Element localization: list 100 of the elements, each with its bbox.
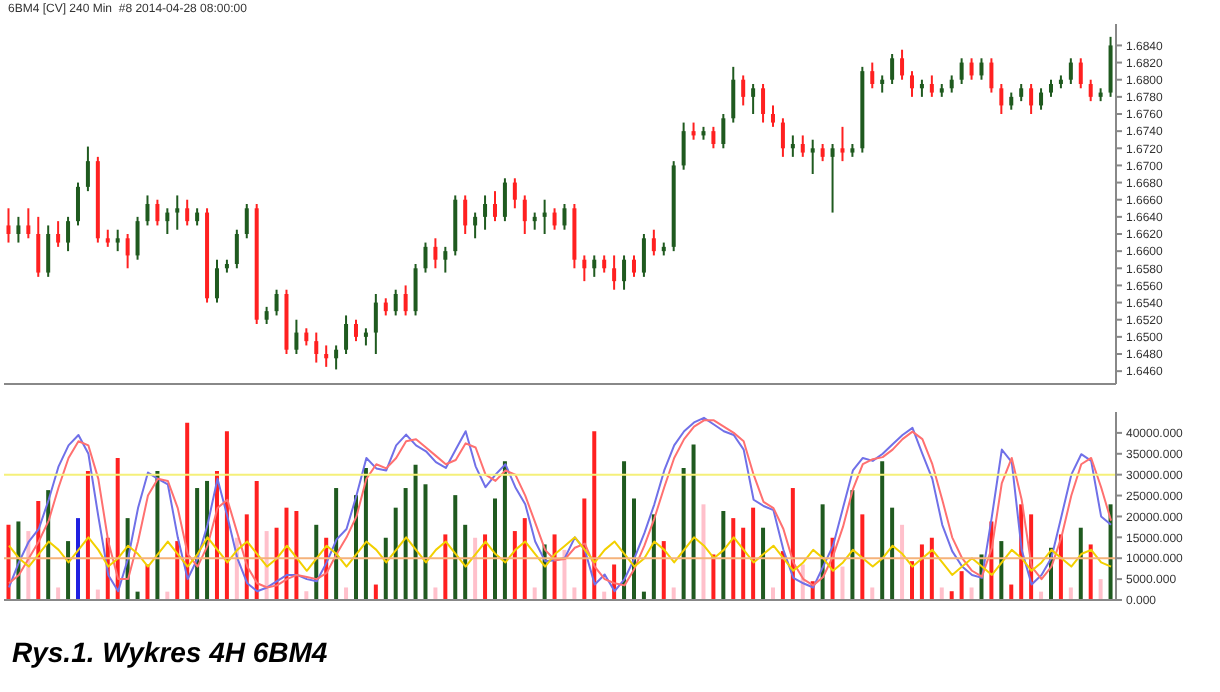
candlestick — [26, 207, 31, 240]
candlestick — [433, 237, 438, 270]
bar — [254, 480, 259, 600]
candlestick — [244, 203, 249, 240]
candlestick — [1108, 35, 1113, 98]
candlestick — [840, 125, 845, 163]
bar — [870, 587, 875, 600]
candlestick — [155, 198, 160, 227]
candlestick — [6, 207, 11, 244]
candlestick — [314, 331, 319, 364]
bar — [661, 541, 666, 600]
bar — [761, 527, 766, 600]
candlestick — [16, 215, 21, 244]
bar — [403, 488, 408, 600]
bar — [592, 431, 597, 600]
bar — [1009, 584, 1014, 600]
bar — [473, 537, 478, 600]
candlestick — [909, 70, 914, 98]
bar — [56, 587, 61, 600]
candlestick — [473, 211, 478, 240]
candlestick — [612, 254, 617, 291]
candlestick — [115, 228, 120, 253]
candlestick — [145, 194, 150, 227]
candlestick — [1039, 87, 1044, 111]
text: Rys.1. Wykres 4H 6BM4 — [12, 636, 328, 668]
bar — [463, 524, 468, 600]
bar — [840, 566, 845, 600]
bar — [969, 587, 974, 600]
candlestick — [125, 233, 130, 270]
candlestick — [542, 198, 547, 235]
candlestick — [344, 314, 349, 355]
bar — [691, 444, 696, 600]
bar — [6, 524, 11, 600]
bar — [85, 470, 90, 600]
bar — [423, 484, 428, 600]
candlestick — [85, 145, 90, 193]
candlestick — [334, 344, 339, 371]
candlestick — [463, 194, 468, 235]
candlestick — [353, 318, 358, 343]
candlestick — [929, 74, 934, 98]
bar — [304, 591, 309, 600]
candlestick — [1088, 78, 1093, 103]
candlestick — [393, 288, 398, 317]
candlestick — [631, 254, 636, 278]
bar — [492, 498, 497, 600]
candlestick — [483, 194, 488, 231]
candlestick — [979, 57, 984, 81]
candlestick — [592, 254, 597, 278]
candlestick — [810, 138, 815, 175]
bar — [890, 507, 895, 600]
candlestick — [800, 134, 805, 158]
candlestick — [443, 245, 448, 274]
candlestick — [870, 61, 875, 90]
bar — [572, 587, 577, 600]
bar — [949, 591, 954, 600]
candlestick — [214, 258, 219, 304]
bar — [582, 498, 587, 600]
candlestick — [890, 53, 895, 85]
bar — [900, 524, 905, 600]
candlestick — [780, 117, 785, 158]
candlestick — [135, 215, 140, 261]
bar — [502, 461, 507, 600]
candlestick — [413, 263, 418, 317]
bar — [483, 534, 488, 600]
bar — [622, 461, 627, 600]
candlestick — [274, 288, 279, 317]
candlestick — [56, 220, 61, 248]
candlestick — [234, 228, 239, 270]
bar — [711, 554, 716, 600]
candlestick — [46, 224, 51, 278]
bar — [433, 587, 438, 600]
bar — [919, 544, 924, 600]
bar — [1088, 544, 1093, 600]
bar — [145, 564, 150, 600]
bar — [770, 587, 775, 600]
candlestick — [403, 284, 408, 317]
bar — [532, 587, 537, 600]
bar — [1078, 527, 1083, 600]
candlestick — [502, 177, 507, 223]
candlestick — [651, 228, 656, 257]
candlestick — [721, 113, 726, 150]
bar — [681, 467, 686, 600]
bar — [522, 518, 527, 600]
candlestick — [830, 143, 835, 214]
candlestick — [1068, 57, 1073, 85]
bar — [909, 561, 914, 600]
candlestick — [790, 134, 795, 158]
candlestick — [681, 121, 686, 171]
bar — [929, 537, 934, 600]
bar — [721, 511, 726, 600]
candlestick — [165, 207, 170, 235]
candlestick — [175, 194, 180, 231]
candlestick — [552, 207, 557, 231]
candlestick — [999, 83, 1004, 115]
candlestick — [622, 254, 627, 291]
candlestick — [989, 57, 994, 94]
candlestick — [641, 233, 646, 278]
candlestick — [900, 48, 905, 81]
candlestick — [711, 125, 716, 150]
bar — [413, 464, 418, 600]
